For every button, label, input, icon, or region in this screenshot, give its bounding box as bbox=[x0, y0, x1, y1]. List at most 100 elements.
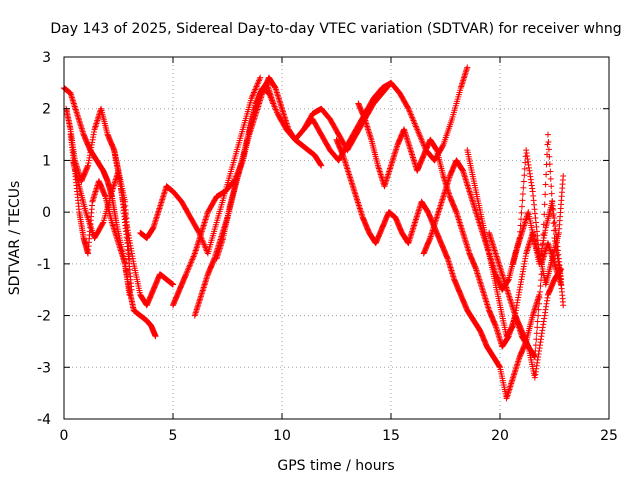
data-point bbox=[200, 240, 207, 247]
series-track-10 bbox=[300, 64, 471, 164]
data-point bbox=[545, 138, 552, 145]
data-point bbox=[419, 139, 426, 146]
data-point bbox=[270, 100, 277, 107]
data-point bbox=[201, 243, 208, 250]
data-point bbox=[184, 266, 191, 273]
data-point bbox=[533, 336, 540, 343]
data-point bbox=[249, 93, 256, 100]
data-point bbox=[251, 87, 258, 94]
data-point bbox=[269, 97, 276, 104]
data-point bbox=[534, 324, 541, 331]
data-point bbox=[534, 318, 541, 325]
x-axis-label: GPS time / hours bbox=[277, 458, 394, 474]
data-point bbox=[414, 126, 421, 133]
data-point bbox=[273, 107, 280, 114]
data-point bbox=[99, 220, 106, 227]
data-point bbox=[248, 95, 255, 102]
data-point bbox=[183, 271, 190, 278]
data-point bbox=[547, 168, 554, 175]
data-point bbox=[546, 161, 553, 168]
data-point bbox=[267, 93, 274, 100]
data-point bbox=[272, 106, 279, 113]
data-point bbox=[409, 114, 416, 121]
y-tick-label: -2 bbox=[37, 309, 51, 325]
data-point bbox=[545, 146, 552, 153]
data-point bbox=[186, 262, 193, 269]
data-point bbox=[267, 94, 274, 101]
data-point bbox=[184, 268, 191, 275]
data-point bbox=[185, 265, 192, 272]
data-point bbox=[406, 107, 413, 114]
data-point bbox=[188, 257, 195, 264]
series-track-4 bbox=[69, 157, 133, 262]
data-point bbox=[541, 211, 548, 218]
data-point bbox=[522, 159, 529, 166]
data-point bbox=[439, 143, 446, 150]
data-point bbox=[268, 96, 275, 103]
data-point bbox=[550, 220, 557, 227]
data-point bbox=[407, 110, 414, 117]
data-point bbox=[517, 222, 524, 229]
data-point bbox=[520, 184, 527, 191]
data-point bbox=[152, 333, 159, 340]
data-point bbox=[170, 281, 176, 288]
data-point bbox=[519, 191, 526, 198]
y-tick-label: 3 bbox=[42, 50, 51, 66]
data-point bbox=[254, 80, 261, 87]
data-point bbox=[274, 109, 281, 116]
data-point bbox=[418, 136, 425, 143]
data-point bbox=[521, 172, 528, 179]
data-point bbox=[520, 178, 527, 185]
data-point bbox=[540, 231, 547, 238]
series-track-16 bbox=[510, 147, 567, 288]
data-point bbox=[560, 172, 567, 179]
data-point bbox=[266, 91, 273, 98]
data-point bbox=[540, 221, 547, 228]
data-point bbox=[548, 190, 555, 197]
data-point bbox=[521, 165, 528, 172]
y-tick-label: -4 bbox=[37, 412, 51, 428]
data-point bbox=[550, 212, 557, 219]
series-track-11 bbox=[333, 136, 543, 402]
data-point bbox=[412, 121, 419, 128]
x-tick-label: 15 bbox=[382, 428, 400, 444]
data-point bbox=[536, 294, 543, 301]
data-point bbox=[249, 92, 256, 99]
data-point bbox=[516, 235, 523, 241]
data-point bbox=[543, 171, 550, 178]
data-point bbox=[187, 260, 194, 267]
data-point bbox=[419, 138, 426, 145]
data-point bbox=[271, 103, 278, 110]
data-point bbox=[547, 175, 554, 182]
data-point bbox=[551, 227, 558, 234]
y-axis-label: SDTVAR / TECUs bbox=[7, 181, 23, 296]
data-point bbox=[252, 86, 259, 93]
data-point bbox=[558, 276, 565, 283]
data-point bbox=[549, 205, 556, 212]
data-point bbox=[531, 353, 538, 360]
data-point bbox=[269, 99, 276, 106]
data-point bbox=[537, 288, 544, 295]
data-point bbox=[415, 129, 422, 136]
data-point bbox=[532, 348, 539, 355]
data-point bbox=[202, 244, 209, 251]
x-tick-label: 0 bbox=[60, 428, 69, 444]
series-track-6 bbox=[137, 74, 264, 257]
data-point bbox=[252, 85, 259, 92]
series-track-12 bbox=[355, 100, 565, 381]
data-point bbox=[257, 74, 264, 81]
data-point bbox=[189, 256, 196, 263]
data-point bbox=[189, 254, 196, 261]
data-point bbox=[416, 130, 423, 137]
x-tick-label: 25 bbox=[600, 428, 618, 444]
data-point bbox=[201, 241, 208, 248]
data-point bbox=[265, 90, 272, 97]
data-point bbox=[183, 269, 190, 276]
x-tick-label: 10 bbox=[273, 428, 291, 444]
y-tick-label: -3 bbox=[37, 360, 51, 376]
data-point bbox=[188, 259, 195, 266]
x-tick-label: 5 bbox=[169, 428, 178, 444]
series-track-3 bbox=[67, 131, 133, 298]
data-point bbox=[546, 153, 553, 160]
